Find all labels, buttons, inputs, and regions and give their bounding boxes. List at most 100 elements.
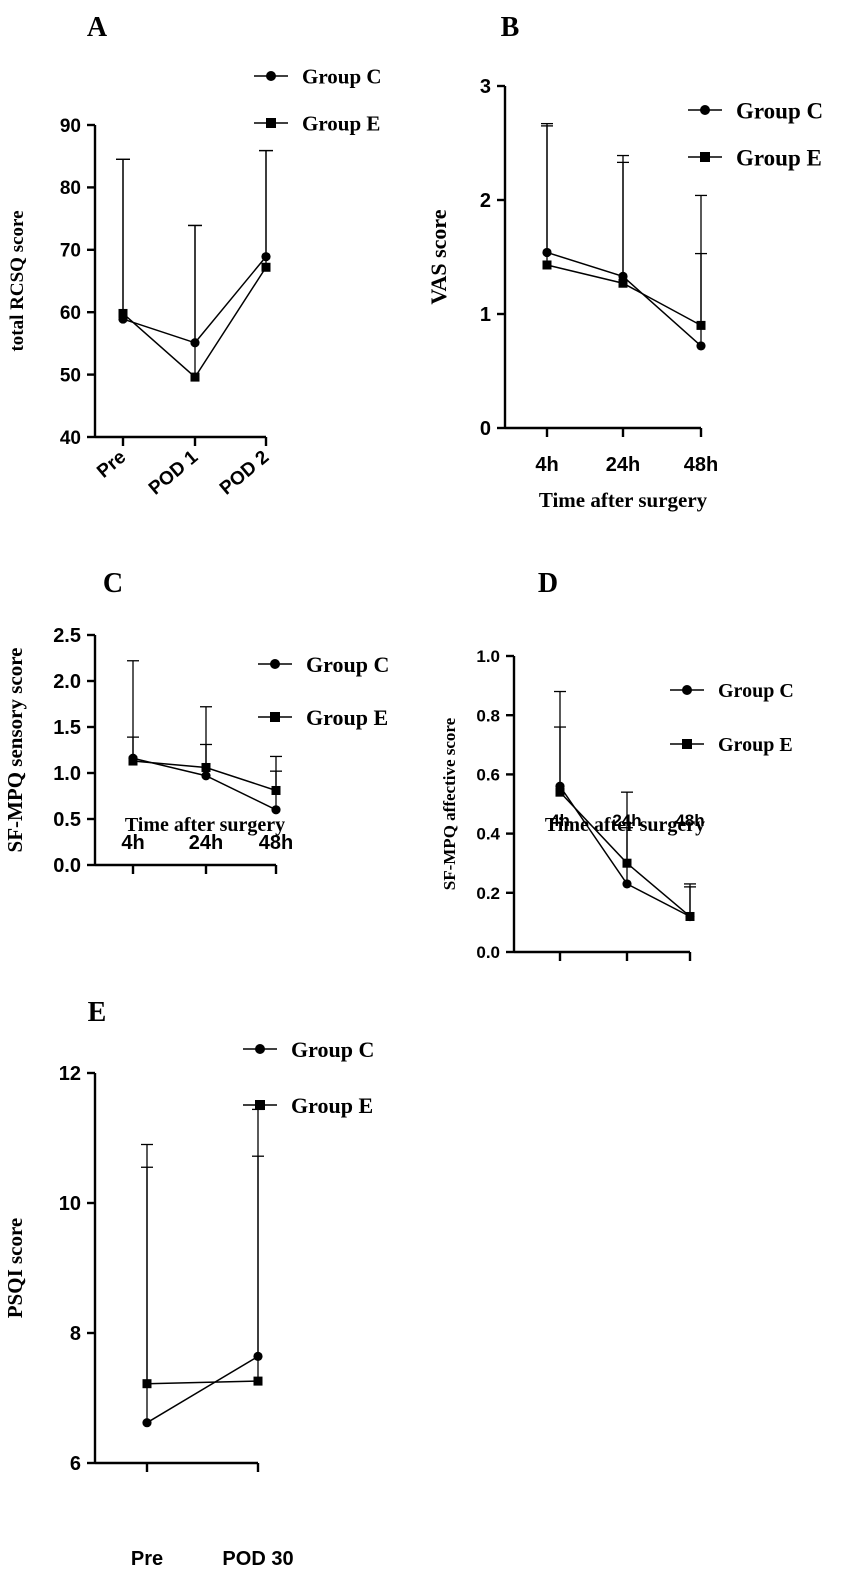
series-group-e (554, 726, 696, 921)
legend: Group C Group E (243, 1037, 374, 1118)
series-line (146, 1355, 259, 1424)
y-tick-label: 3 (480, 76, 491, 98)
y-axis-title: total RCSQ score (7, 210, 28, 351)
axes: 40 50 60 70 80 90 Pre POD 1 POD 2 (60, 116, 273, 500)
panel-letter: B (501, 12, 520, 43)
legend-label: Group E (291, 1093, 373, 1118)
legend-label: Group E (736, 145, 822, 170)
x-tick-label: Pre (93, 447, 130, 483)
x-axis-title: Time after surgery (545, 814, 705, 836)
legend-marker-circle (682, 685, 692, 695)
data-point-circle (622, 879, 632, 889)
x-tick-label: 48h (675, 811, 704, 830)
series-group-e (141, 1143, 264, 1389)
data-point-square (696, 320, 706, 330)
series-line (146, 1380, 259, 1385)
data-point-square (142, 1379, 152, 1389)
data-point-circle (201, 771, 211, 781)
legend: Group C Group E (670, 680, 794, 756)
x-axis-title: Time after surgery (539, 488, 708, 512)
series-group-e (127, 736, 282, 795)
legend-marker-circle (700, 105, 710, 115)
y-tick-label: 10 (59, 1193, 81, 1215)
legend-marker-square (682, 739, 692, 749)
y-tick-label: 90 (60, 116, 81, 137)
legend-marker-square (700, 152, 710, 162)
data-point-circle (142, 1418, 152, 1428)
legend-label: Group E (302, 112, 380, 136)
series-group-e (116, 149, 273, 382)
y-tick-label: 0 (480, 418, 491, 440)
data-point-square (618, 278, 628, 288)
y-tick-label: 1.0 (53, 763, 81, 785)
legend: Group C Group E (258, 652, 389, 730)
x-tick-label: 48h (259, 832, 293, 854)
x-tick-label: Pre (131, 1548, 163, 1570)
y-tick-label: 2 (480, 190, 491, 212)
y-tick-label: 0.0 (53, 855, 81, 877)
y-tick-label: 60 (60, 303, 81, 324)
legend-label: Group E (718, 734, 793, 756)
legend: Group C Group E (688, 98, 823, 170)
data-point-square (542, 260, 552, 270)
series-group-c (541, 122, 707, 351)
legend-marker-circle (266, 71, 276, 81)
x-tick-label: 4h (121, 832, 144, 854)
data-point-square (128, 756, 138, 766)
legend-label: Group C (736, 98, 823, 123)
x-tick-label: POD 30 (222, 1548, 293, 1570)
legend-marker-square (266, 118, 276, 128)
y-axis-title: SF-MPQ affective score (440, 717, 459, 890)
data-point-square (261, 262, 271, 272)
legend-label: Group C (291, 1037, 374, 1062)
y-tick-label: 2.0 (53, 671, 81, 693)
y-tick-label: 0.8 (476, 706, 500, 725)
y-tick-label: 50 (60, 365, 81, 386)
series-line (546, 251, 702, 347)
x-tick-label: POD 2 (216, 447, 273, 500)
data-point-square (201, 762, 211, 772)
y-axis-title: PSQI score (3, 1218, 27, 1319)
panel-letter: A (87, 12, 108, 43)
legend: Group C Group E (254, 65, 382, 136)
x-axis-title: Time after surgery (125, 814, 285, 836)
y-tick-label: 0.6 (476, 766, 500, 785)
y-axis-title: VAS score (426, 209, 451, 304)
y-tick-label: 40 (60, 428, 81, 449)
y-tick-label: 12 (59, 1063, 81, 1085)
data-point-square (555, 787, 565, 797)
legend-label: Group C (718, 680, 794, 702)
legend-marker-circle (270, 659, 280, 669)
data-point-square (271, 785, 281, 795)
y-tick-label: 0.2 (476, 884, 500, 903)
x-tick-label: 24h (606, 454, 640, 476)
legend-label: Group E (306, 705, 388, 730)
panel-b: B 0 1 2 3 4h 24h 48h Time after surgery VAS score… (426, 12, 823, 512)
data-point-circle (271, 805, 281, 815)
x-tick-label: 48h (684, 454, 718, 476)
data-point-square (253, 1376, 263, 1386)
x-tick-label: 4h (550, 811, 570, 830)
data-point-square (190, 372, 200, 382)
data-point-square (118, 308, 128, 318)
y-tick-label: 1.0 (476, 647, 500, 666)
y-axis-title: SF-MPQ sensory score (3, 648, 27, 853)
legend-marker-square (270, 712, 280, 722)
axes: 6 8 10 12 Pre POD 30 (59, 1063, 294, 1570)
data-point-square (622, 858, 632, 868)
y-tick-label: 1.5 (53, 717, 81, 739)
y-tick-label: 6 (70, 1453, 81, 1475)
axes: 0.00.20.40.60.81.04h 24h 48h (476, 647, 704, 962)
series-group-e (541, 125, 707, 330)
axes: 0.0 0.5 1.0 1.5 2.0 2.5 4h 24h 48h (53, 625, 293, 877)
axes: 0 1 2 3 4h 24h 48h (480, 76, 718, 476)
data-point-square (685, 911, 695, 921)
panel-a: A 40 50 60 70 80 90 Pre POD 1 POD 2 total RCSQ sco… (7, 12, 382, 499)
panel-letter: E (88, 997, 107, 1028)
y-tick-label: 2.5 (53, 625, 81, 647)
data-point-circle (696, 341, 706, 351)
series-line (559, 785, 691, 918)
x-tick-label: 24h (189, 832, 223, 854)
